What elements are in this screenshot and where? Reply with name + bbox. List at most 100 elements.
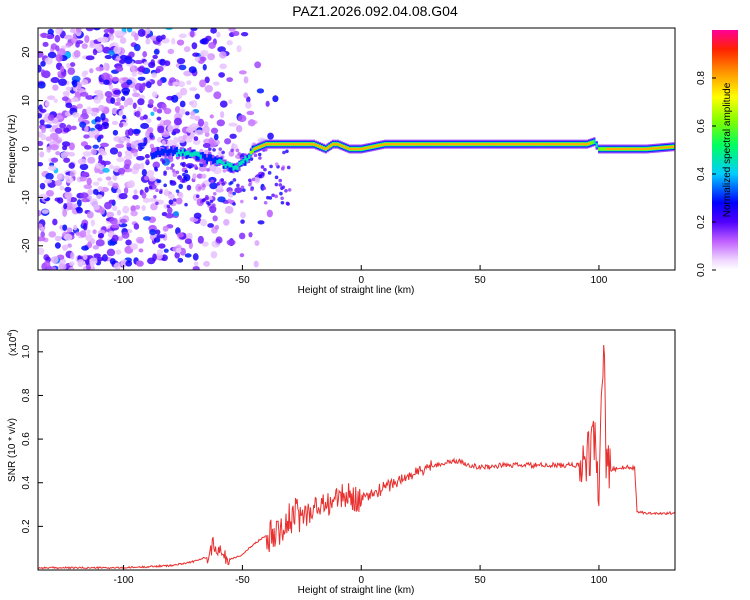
spectrogram-ridge-cell bbox=[510, 143, 514, 146]
spectrogram-noise-blob bbox=[253, 176, 261, 184]
spectrogram-noise-blob bbox=[113, 262, 121, 270]
spectrogram-noise-blob bbox=[122, 114, 127, 120]
spectrogram-noise-blob bbox=[243, 92, 249, 99]
spectrogram-noise-blob bbox=[45, 189, 55, 197]
spectrogram-ridge-cell bbox=[572, 143, 575, 146]
spectrogram-noise-blob bbox=[144, 175, 149, 181]
spectrogram-ridge-cell bbox=[530, 143, 533, 146]
spectrogram-ridge-cell bbox=[277, 143, 280, 146]
spectrogram-ridge-cell bbox=[156, 148, 160, 156]
spectrogram-noise-blob bbox=[247, 119, 256, 127]
spectrogram-ridge-cell bbox=[162, 148, 165, 156]
spectrogram-noise-blob bbox=[194, 129, 204, 136]
spectrogram-noise-blob bbox=[245, 101, 252, 109]
spectrogram-noise-blob bbox=[229, 190, 233, 195]
spectrogram-noise-blob bbox=[92, 181, 100, 186]
spectrogram-noise-blob bbox=[134, 204, 141, 210]
spectrogram-noise-blob bbox=[145, 159, 150, 163]
spectrogram-noise-blob bbox=[175, 170, 180, 175]
spectrogram-noise-blob bbox=[96, 256, 104, 262]
spectrogram-noise-blob bbox=[113, 45, 122, 54]
spectrogram-ridge-cell bbox=[308, 143, 312, 146]
spectrogram-noise-blob bbox=[112, 205, 118, 212]
spectrogram-noise-blob bbox=[280, 196, 284, 201]
spectrogram-ridge-cell bbox=[154, 151, 158, 158]
spectrogram-noise-blob bbox=[127, 180, 136, 189]
spectrogram-noise-blob bbox=[116, 97, 122, 103]
spectrogram-noise-blob bbox=[123, 187, 129, 195]
spectrogram-noise-blob bbox=[67, 67, 76, 75]
spectrogram-noise-blob bbox=[93, 204, 100, 211]
spectrogram-ridge-cell bbox=[639, 148, 642, 150]
spectrogram-ridge-cell bbox=[289, 143, 292, 146]
spectrogram-ridge-cell bbox=[405, 143, 409, 146]
spectrogram-noise-blob bbox=[156, 108, 163, 114]
spectrogram-noise-blob bbox=[138, 83, 146, 92]
spectrogram-noise-blob bbox=[169, 166, 174, 170]
spectrogram-noise-blob bbox=[79, 175, 87, 182]
spectrogram-noise-blob bbox=[132, 102, 137, 109]
spectrogram-noise-blob bbox=[104, 54, 113, 60]
spectrogram-ridge-cell bbox=[330, 144, 333, 147]
spectrogram-ridge-cell bbox=[587, 142, 591, 145]
spectrogram-noise-blob bbox=[213, 91, 222, 100]
spectrogram-noise-blob bbox=[79, 230, 87, 238]
spectrogram-noise-blob bbox=[66, 194, 72, 203]
spectrogram-ridge-cell bbox=[244, 159, 247, 166]
spectrogram-noise-blob bbox=[89, 40, 94, 47]
spectrogram-noise-blob bbox=[207, 223, 215, 228]
spectrogram-ridge-cell bbox=[584, 143, 587, 146]
spectrogram-noise-blob bbox=[52, 255, 59, 264]
spectrogram-noise-blob bbox=[114, 101, 121, 106]
spectrogram-ridge-cell bbox=[528, 143, 531, 146]
spectrogram-ridge-cell bbox=[360, 148, 363, 150]
spectrogram-noise-blob bbox=[199, 38, 207, 45]
spectrogram-noise-blob bbox=[253, 196, 258, 200]
spectrogram-ridge-cell bbox=[524, 143, 527, 146]
spectrogram-noise-blob bbox=[248, 182, 252, 187]
spectrogram-x-tick-label: -50 bbox=[235, 275, 250, 286]
spectrogram-ridge-cell bbox=[489, 143, 492, 146]
spectrogram-ridge-cell bbox=[623, 148, 626, 150]
spectrogram-noise-blob bbox=[95, 66, 105, 72]
spectrogram-ridge-cell bbox=[566, 143, 569, 146]
spectrogram-ridge-cell bbox=[411, 143, 415, 146]
spectrogram-noise-blob bbox=[207, 202, 211, 206]
spectrogram-ridge-cell bbox=[228, 164, 231, 171]
spectrogram-noise-blob bbox=[228, 122, 238, 127]
snr-y-tick-label: 0.4 bbox=[21, 475, 32, 489]
spectrogram-noise-blob bbox=[90, 107, 100, 113]
spectrogram-ridge-cell bbox=[281, 143, 284, 146]
spectrogram-ridge-cell bbox=[419, 143, 422, 146]
spectrogram-noise-blob bbox=[185, 137, 193, 143]
spectrogram-noise-blob bbox=[243, 76, 249, 84]
spectrogram-ridge-cell bbox=[331, 143, 335, 146]
spectrogram-noise-blob bbox=[93, 96, 102, 104]
spectrogram-noise-blob bbox=[186, 184, 192, 191]
spectrogram-noise-blob bbox=[200, 56, 207, 62]
spectrogram-noise-blob bbox=[121, 231, 130, 239]
spectrogram-noise-blob bbox=[125, 138, 131, 144]
spectrogram-noise-blob bbox=[164, 60, 171, 67]
spectrogram-noise-blob bbox=[260, 165, 265, 169]
spectrogram-noise-blob bbox=[79, 121, 87, 128]
spectrogram-noise-blob bbox=[184, 238, 192, 245]
spectrogram-noise-blob bbox=[167, 139, 175, 146]
spectrogram-noise-blob bbox=[76, 199, 82, 207]
spectrogram-ridge-cell bbox=[631, 148, 634, 150]
spectrogram-ridge-cell bbox=[455, 143, 458, 146]
spectrogram-ridge-cell bbox=[546, 143, 549, 146]
spectrogram-noise-blob bbox=[57, 173, 63, 179]
spectrogram-noise-blob bbox=[155, 68, 161, 74]
spectrogram-noise-blob bbox=[83, 134, 90, 139]
spectrogram-noise-blob bbox=[119, 105, 125, 110]
spectrogram-noise-blob bbox=[118, 31, 126, 37]
spectrogram-noise-blob bbox=[218, 72, 225, 78]
spectrogram-noise-blob bbox=[56, 197, 64, 204]
spectrogram-noise-blob bbox=[109, 258, 116, 265]
spectrogram-noise-blob bbox=[51, 266, 57, 270]
spectrogram-noise-blob bbox=[86, 229, 91, 235]
spectrogram-ridge-cell bbox=[203, 153, 206, 161]
spectrogram-noise-blob bbox=[186, 80, 192, 86]
spectrogram-ridge-cell bbox=[348, 148, 351, 150]
